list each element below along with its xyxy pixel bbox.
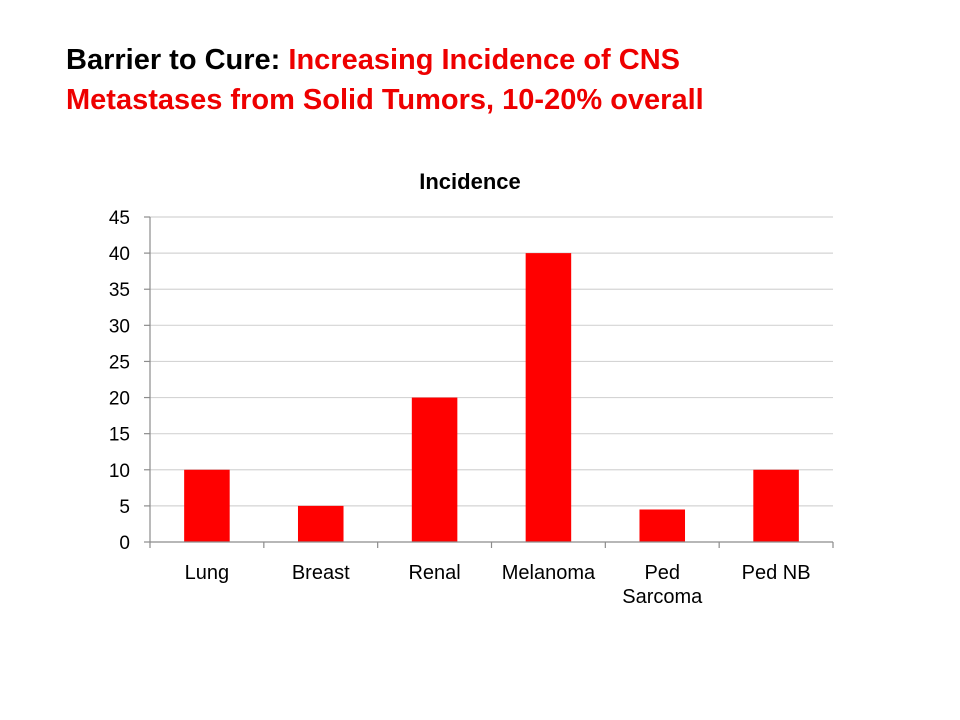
bar: [753, 469, 799, 542]
x-tick-label: Melanoma: [502, 562, 596, 584]
y-tick-label: 35: [109, 280, 130, 301]
slide-title: Barrier to Cure: Increasing Incidence of…: [66, 40, 946, 120]
x-tick-label-line: Breast: [292, 562, 350, 584]
title-highlight-line1: Increasing Incidence of CNS: [288, 44, 680, 76]
axes: [144, 216, 834, 548]
x-tick-label: Ped Sarcoma: [622, 562, 703, 608]
x-tick-label-line: Lung: [185, 562, 230, 584]
bar: [297, 505, 344, 542]
x-tick-label-line: Ped NB: [742, 562, 811, 584]
y-tick-label: 25: [109, 352, 130, 373]
x-tick-label-line: Melanoma: [502, 562, 596, 584]
y-tick-label: 15: [109, 425, 130, 446]
x-tick-labels: Lung Breast Renal Melanoma Ped Sarcoma Ped NB: [185, 562, 811, 608]
title-highlight-line2: Metastases from Solid Tumors, 10-20% ove…: [66, 84, 704, 116]
x-tick-label: Ped NB: [742, 562, 811, 584]
y-tick-label: 20: [109, 389, 130, 410]
y-tick-label: 0: [119, 533, 130, 554]
title-prefix: Barrier to Cure:: [66, 44, 289, 76]
y-tick-labels: 0 5 10 15 20 25 30 35 40 45: [109, 208, 130, 554]
y-tick-label: 45: [109, 208, 130, 229]
bar: [639, 509, 686, 542]
bar: [525, 253, 572, 542]
x-tick-label-line: Ped: [644, 562, 680, 584]
y-tick-label: 40: [109, 244, 130, 265]
gridlines: [150, 216, 833, 507]
x-tick-label-line: Sarcoma: [622, 586, 703, 608]
x-tick-label: Lung: [185, 562, 230, 584]
bar: [184, 469, 230, 542]
y-tick-label: 5: [119, 497, 130, 518]
bar: [411, 397, 458, 542]
y-tick-label: 30: [109, 316, 130, 337]
y-tick-label: 10: [109, 461, 130, 482]
x-tick-label-line: Renal: [408, 562, 460, 584]
bars: [184, 253, 799, 542]
x-tick-label: Breast: [292, 562, 350, 584]
chart-title: Incidence: [419, 169, 520, 194]
x-tick-label: Renal: [408, 562, 460, 584]
